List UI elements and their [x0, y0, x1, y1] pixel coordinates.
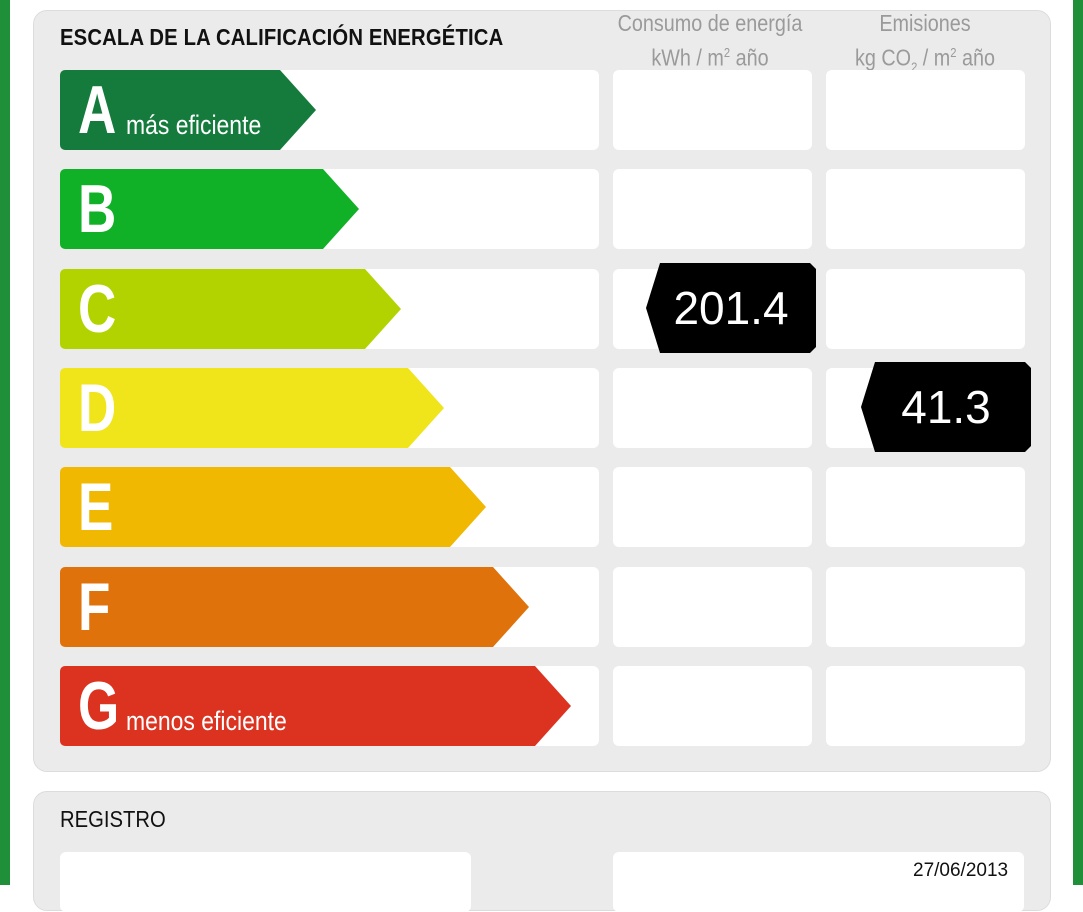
frame-right-border [1073, 0, 1083, 885]
consumo-header-line2: kWh / m2 año [651, 44, 769, 71]
consumo-cell [613, 467, 812, 547]
rating-letter: C [78, 271, 117, 347]
rating-letter: F [78, 569, 111, 645]
registro-field-left [60, 852, 471, 912]
rating-bar-e: E [60, 467, 486, 547]
emisiones-header-line2: kg CO2 / m2 año [855, 44, 995, 75]
rating-sublabel: menos eficiente [126, 706, 287, 736]
registro-date: 27/06/2013 [913, 860, 1009, 881]
rating-bar-c: C [60, 269, 401, 349]
consumo-value-indicator: 201.4 [646, 263, 816, 353]
emisiones-cell [826, 567, 1025, 647]
rating-sublabel: más eficiente [126, 110, 262, 140]
rating-letter: D [78, 370, 117, 446]
emisiones-header-line1: Emisiones [879, 10, 971, 36]
rating-letter: A [78, 72, 117, 148]
emisiones-cell [826, 70, 1025, 150]
rating-letter: B [78, 171, 117, 247]
consumo-cell [613, 567, 812, 647]
rating-bar-f: F [60, 567, 529, 647]
rating-bar-b: B [60, 169, 359, 249]
consumo-cell [613, 169, 812, 249]
emisiones-column-header: Emisiones kg CO2 / m2 año [822, 8, 1028, 82]
registro-title: REGISTRO [60, 806, 166, 832]
emisiones-cell [826, 666, 1025, 746]
emisiones-value-indicator: 41.3 [861, 362, 1031, 452]
consumo-cell [613, 368, 812, 448]
consumo-cell [613, 70, 812, 150]
frame-left-border [0, 0, 10, 885]
rating-letter: G [78, 668, 120, 744]
consumo-header-line1: Consumo de energía [617, 10, 803, 36]
emisiones-cell [826, 269, 1025, 349]
consumo-column-header: Consumo de energía kWh / m2 año [607, 8, 813, 73]
rating-bar-d: D [60, 368, 444, 448]
scale-title: ESCALA DE LA CALIFICACIÓN ENERGÉTICA [60, 24, 504, 50]
rating-letter: E [78, 469, 114, 545]
consumo-cell [613, 666, 812, 746]
emisiones-cell [826, 169, 1025, 249]
emisiones-cell [826, 467, 1025, 547]
